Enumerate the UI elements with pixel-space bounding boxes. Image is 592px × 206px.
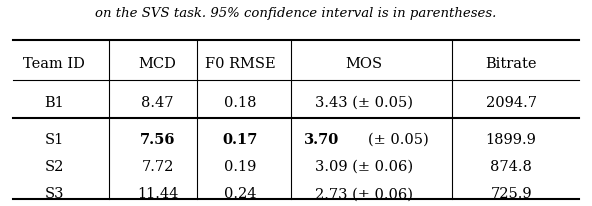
Text: S2: S2 <box>45 160 64 174</box>
Text: 2094.7: 2094.7 <box>485 96 536 110</box>
Text: 874.8: 874.8 <box>490 160 532 174</box>
Text: 7.72: 7.72 <box>141 160 173 174</box>
Text: Bitrate: Bitrate <box>485 57 537 71</box>
Text: 11.44: 11.44 <box>137 187 178 201</box>
Text: 3.43 (± 0.05): 3.43 (± 0.05) <box>315 96 413 110</box>
Text: 8.47: 8.47 <box>141 96 174 110</box>
Text: B1: B1 <box>44 96 65 110</box>
Text: S3: S3 <box>44 187 64 201</box>
Text: 725.9: 725.9 <box>490 187 532 201</box>
Text: F0 RMSE: F0 RMSE <box>205 57 275 71</box>
Text: 7.56: 7.56 <box>140 133 175 147</box>
Text: 3.09 (± 0.06): 3.09 (± 0.06) <box>315 160 413 174</box>
Text: 0.19: 0.19 <box>224 160 256 174</box>
Text: S1: S1 <box>45 133 64 147</box>
Text: 3.70: 3.70 <box>304 133 339 147</box>
Text: MCD: MCD <box>139 57 176 71</box>
Text: MOS: MOS <box>345 57 382 71</box>
Text: Team ID: Team ID <box>24 57 85 71</box>
Text: (± 0.05): (± 0.05) <box>368 133 428 147</box>
Text: 0.24: 0.24 <box>224 187 256 201</box>
Text: 2.73 (± 0.06): 2.73 (± 0.06) <box>315 187 413 201</box>
Text: 1899.9: 1899.9 <box>485 133 536 147</box>
Text: 0.18: 0.18 <box>224 96 256 110</box>
Text: 0.17: 0.17 <box>223 133 258 147</box>
Text: on the SVS task. 95% confidence interval is in parentheses.: on the SVS task. 95% confidence interval… <box>95 7 497 20</box>
